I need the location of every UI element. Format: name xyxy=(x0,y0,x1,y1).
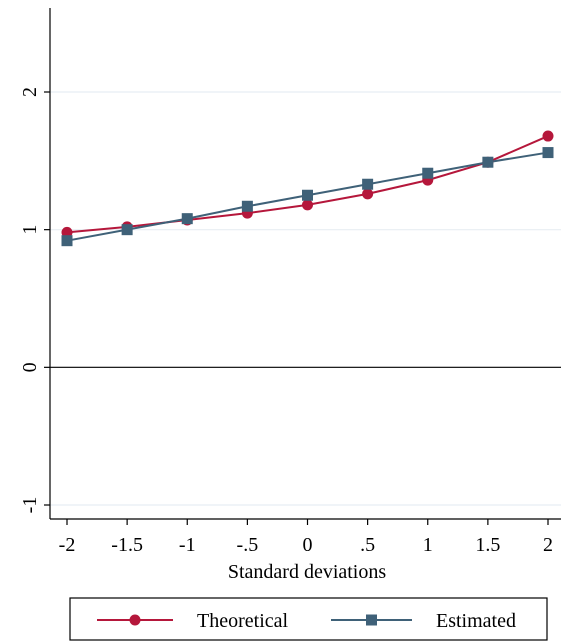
legend-label-theoretical: Theoretical xyxy=(197,610,288,632)
data-point-estimated xyxy=(241,200,253,212)
legend-marker-theoretical xyxy=(129,614,141,626)
data-point-estimated xyxy=(362,178,374,190)
data-point-estimated xyxy=(121,224,133,236)
x-tick-label: -2 xyxy=(59,534,76,556)
data-point-theoretical xyxy=(61,226,73,238)
legend-label-estimated: Estimated xyxy=(436,610,516,632)
data-point-theoretical xyxy=(542,130,554,142)
y-tick-label: 2 xyxy=(19,87,41,97)
x-tick-label: 1.5 xyxy=(475,534,500,556)
data-point-theoretical xyxy=(302,199,313,211)
x-tick-label: -.5 xyxy=(237,534,259,556)
y-tick-label: 0 xyxy=(19,362,41,372)
data-point-estimated xyxy=(422,167,434,179)
x-tick-label: 2 xyxy=(543,534,553,556)
y-tick-label: 1 xyxy=(19,225,41,235)
legend-items: Theoretical Estimated xyxy=(97,610,516,632)
x-axis-title: Standard deviations xyxy=(228,561,387,583)
data-point-estimated xyxy=(542,147,554,159)
x-tick-label: -1 xyxy=(179,534,196,556)
legend: Theoretical Estimated xyxy=(69,597,548,641)
x-tick-label: -1.5 xyxy=(111,534,143,556)
data-point-estimated xyxy=(181,213,193,225)
x-tick-label: .5 xyxy=(360,534,375,556)
data-point-estimated xyxy=(61,235,73,247)
data-point-estimated xyxy=(302,189,313,201)
y-tick-label: -1 xyxy=(19,497,41,514)
x-axis-ticks: -2 -1.5 -1 -.5 0 .5 1 1.5 2 xyxy=(59,519,553,556)
x-tick-label: 1 xyxy=(423,534,433,556)
gridlines xyxy=(50,91,561,506)
data-point-estimated xyxy=(482,156,494,168)
y-axis-ticks: -1 0 1 2 xyxy=(19,87,50,513)
legend-marker-estimated xyxy=(366,614,377,626)
data-point-theoretical xyxy=(362,188,374,200)
x-tick-label: 0 xyxy=(303,534,313,556)
series-group xyxy=(61,130,554,247)
